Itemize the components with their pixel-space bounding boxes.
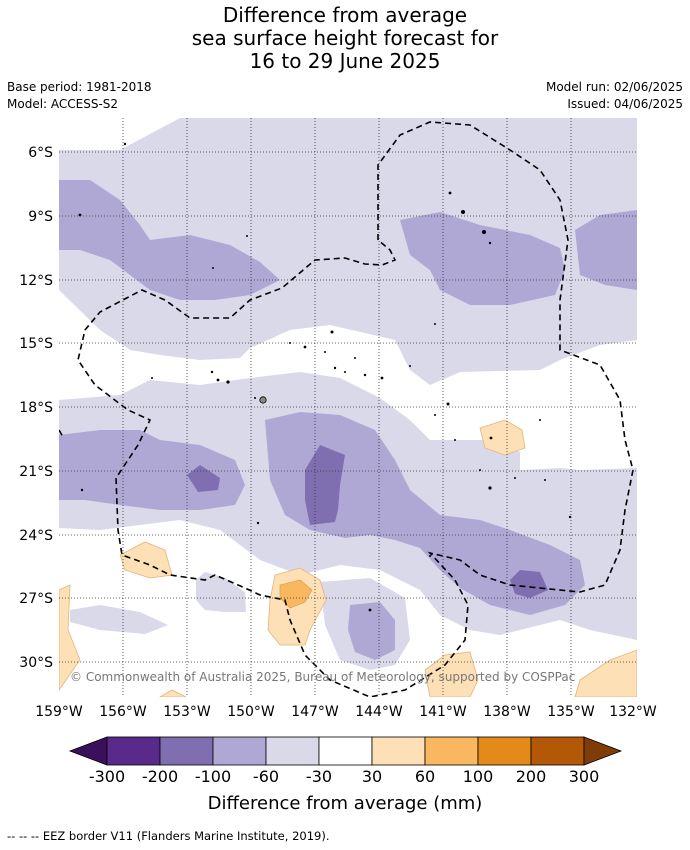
lon-label: 144°W [355, 704, 403, 720]
colorbar-swatch [159, 736, 214, 766]
colorbar-label: 200 [516, 767, 547, 786]
colorbar-extend-high [583, 736, 623, 766]
colorbar-label: -300 [89, 767, 125, 786]
latitude-labels: 6°S 9°S 12°S 15°S 18°S 21°S 24°S 27°S 30… [19, 145, 53, 671]
title-line-3: 16 to 29 June 2025 [249, 49, 441, 73]
lon-label: 156°W [99, 704, 147, 720]
colorbar-swatch [318, 736, 373, 766]
lon-label: 150°W [227, 704, 275, 720]
colorbar-label: 300 [569, 767, 600, 786]
lon-label: 159°W [35, 704, 83, 720]
colorbar-extend-low [68, 736, 108, 766]
issued-date: Issued: 04/06/2025 [567, 97, 683, 111]
map-plot-area: © Commonwealth of Australia 2025, Bureau… [59, 118, 637, 697]
base-period: Base period: 1981-2018 [7, 80, 152, 94]
colorbar-label: -200 [142, 767, 178, 786]
model-name: Model: ACCESS-S2 [7, 97, 119, 111]
colorbar: -300 -200 -100 -60 -30 30 60 100 200 300… [68, 736, 623, 814]
meta-right: Model run: 02/06/2025 Issued: 04/06/2025 [546, 79, 683, 113]
anomaly-band-minus60 [59, 180, 637, 660]
colorbar-swatch [106, 736, 161, 766]
colorbar-swatch [212, 736, 267, 766]
longitude-labels: 159°W 156°W 153°W 150°W 147°W 144°W 141°… [35, 704, 657, 720]
island-markers [78, 142, 572, 612]
colorbar-swatch [424, 736, 479, 766]
colorbar-label: 30 [362, 767, 382, 786]
lat-label: 18°S [19, 400, 53, 416]
colorbar-swatch [265, 736, 320, 766]
copyright-notice: © Commonwealth of Australia 2025, Bureau… [70, 670, 575, 684]
colorbar-swatch [477, 736, 532, 766]
colorbar-swatches [68, 736, 623, 766]
lon-label: 141°W [419, 704, 467, 720]
lat-label: 12°S [19, 273, 53, 289]
graticule [59, 118, 637, 697]
lon-label: 132°W [609, 704, 657, 720]
lat-label: 15°S [19, 336, 53, 352]
colorbar-label: 60 [415, 767, 435, 786]
colorbar-labels: -300 -200 -100 -60 -30 30 60 100 200 300 [89, 767, 599, 786]
lat-label: 27°S [19, 591, 53, 607]
lon-label: 135°W [547, 704, 595, 720]
lat-label: 9°S [28, 209, 53, 225]
lat-label: 30°S [19, 655, 53, 671]
colorbar-label: -30 [306, 767, 332, 786]
lat-label: 21°S [19, 464, 53, 480]
title-line-1: Difference from average [222, 3, 468, 27]
lon-label: 153°W [163, 704, 211, 720]
title-line-2: sea surface height forecast for [191, 26, 499, 50]
model-run: Model run: 02/06/2025 [545, 80, 683, 94]
lat-label: 24°S [19, 528, 53, 544]
colorbar-swatch [371, 736, 426, 766]
eez-footnote: -- -- -- EEZ border V11 (Flanders Marine… [7, 829, 330, 843]
anomaly-band-plus60 [279, 579, 313, 609]
colorbar-label: -60 [253, 767, 279, 786]
colorbar-title: Difference from average (mm) [208, 793, 483, 814]
colorbar-label: 100 [463, 767, 494, 786]
meta-left: Base period: 1981-2018 Model: ACCESS-S2 [7, 79, 152, 113]
lon-label: 147°W [291, 704, 339, 720]
eez-border [59, 121, 634, 697]
lon-label: 138°W [483, 704, 531, 720]
colorbar-swatch [530, 736, 585, 766]
map-title: Difference from average sea surface heig… [0, 4, 690, 73]
lat-label: 6°S [28, 145, 53, 161]
colorbar-label: -100 [195, 767, 231, 786]
